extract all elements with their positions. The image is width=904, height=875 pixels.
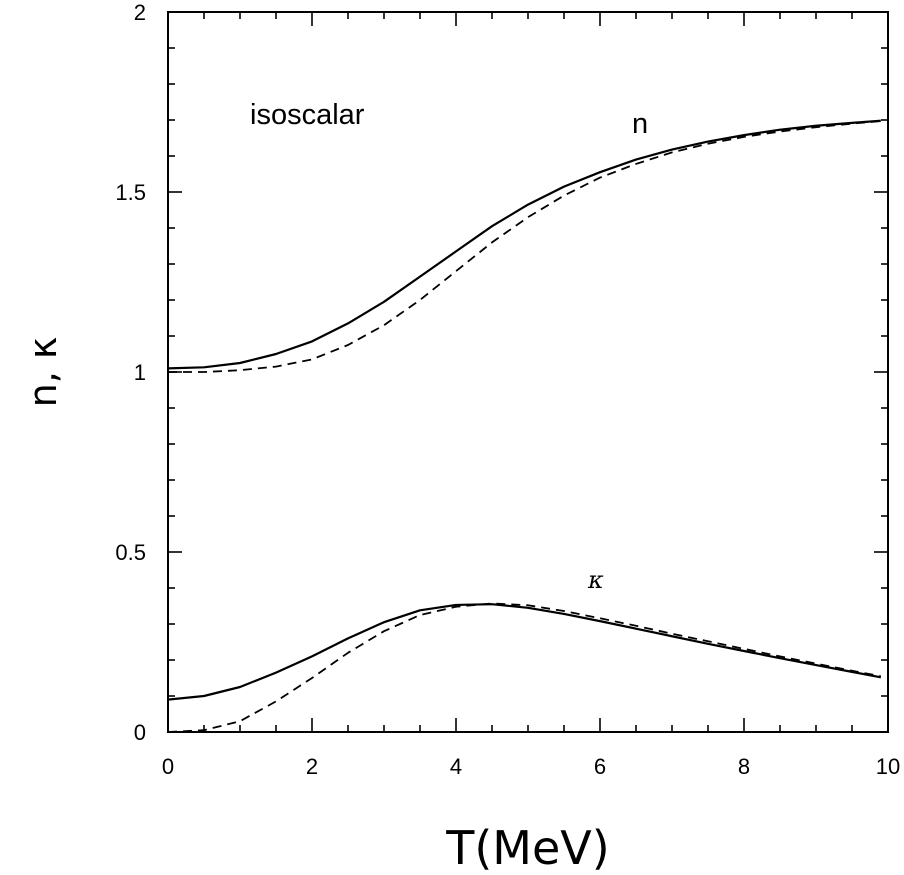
panel-label: isoscalar bbox=[250, 99, 365, 131]
x-axis-title: T(MeV) bbox=[445, 821, 609, 875]
x-tick-label: 10 bbox=[876, 754, 900, 779]
y-tick-label: 1.5 bbox=[115, 180, 146, 205]
y-axis-title: n, κ bbox=[21, 337, 65, 408]
tick-labels: 0 2 4 6 8 10 0 0.5 1 1.5 2 bbox=[115, 0, 900, 779]
x-tick-label: 6 bbox=[594, 754, 606, 779]
y-tick-label: 2 bbox=[134, 0, 146, 25]
plot-series bbox=[167, 119, 882, 733]
dashed-curve bbox=[167, 602, 881, 733]
solid-curve bbox=[167, 119, 881, 370]
x-tick-label: 2 bbox=[306, 754, 318, 779]
n-curve-label: n bbox=[632, 108, 648, 140]
y-tick-label: 0 bbox=[134, 720, 146, 745]
kappa-curve-label: κ bbox=[587, 566, 604, 594]
y-tick-label: 1 bbox=[134, 360, 146, 385]
dashed-curve bbox=[168, 120, 881, 373]
x-tick-label: 8 bbox=[738, 754, 750, 779]
x-tick-label: 4 bbox=[450, 754, 462, 779]
y-tick-label: 0.5 bbox=[115, 540, 146, 565]
axis-ticks bbox=[167, 11, 889, 733]
x-tick-label: 0 bbox=[162, 754, 174, 779]
solid-curve bbox=[167, 603, 882, 701]
